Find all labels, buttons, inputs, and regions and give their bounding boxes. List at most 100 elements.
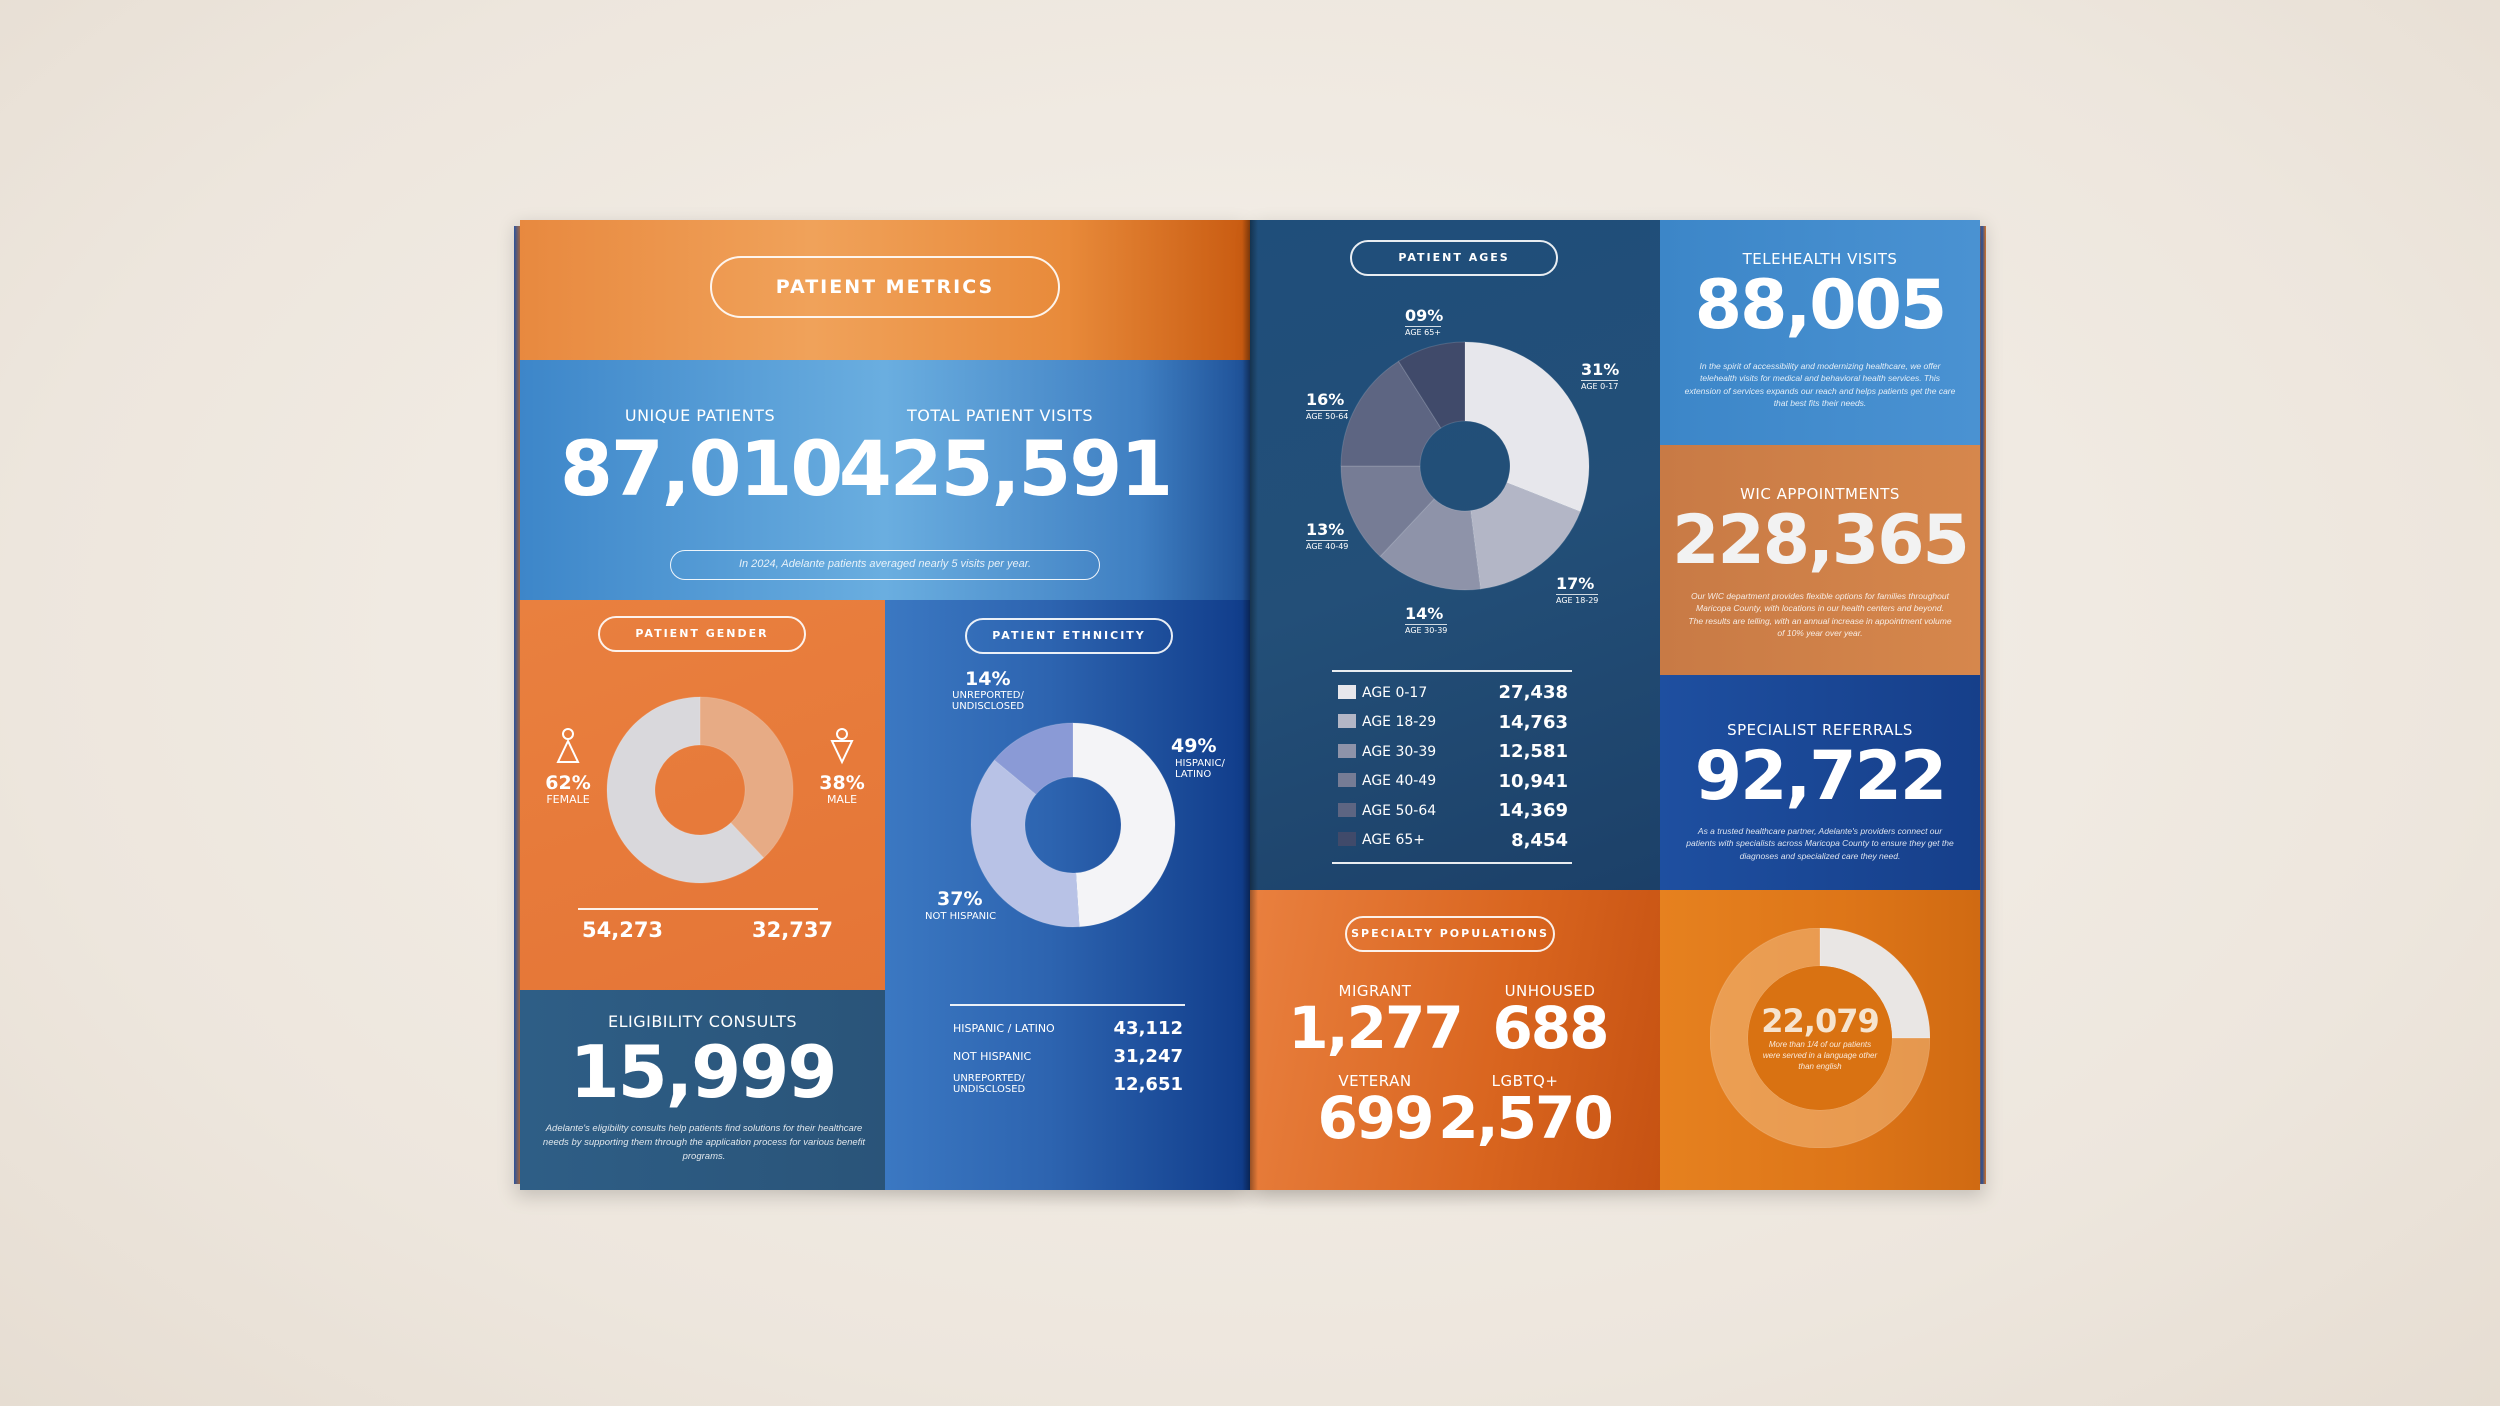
gender-title: PATIENT GENDER xyxy=(598,616,806,652)
gender-donut xyxy=(606,696,794,884)
gender-panel: PATIENT GENDER 62% FEMALE 38% MALE 54,27… xyxy=(520,600,885,990)
age-table-row: AGE 18-29 14,763 xyxy=(1338,712,1568,733)
language-note: More than 1/4 of our patients were serve… xyxy=(1762,1040,1878,1071)
ethnicity-row-label: NOT HISPANIC xyxy=(953,1050,1032,1063)
ethnicity-donut xyxy=(970,722,1176,928)
unique-patients-label: UNIQUE PATIENTS xyxy=(624,406,776,425)
ethnicity-slice-hispanic xyxy=(1072,722,1176,928)
ethnicity-callout-nothispanic-pct: 37% xyxy=(937,888,983,910)
ethnicity-panel: PATIENT ETHNICITY 49% HISPANIC/ LATINO 3… xyxy=(885,600,1250,1190)
ethnicity-row-value: 12,651 xyxy=(1113,1074,1183,1095)
unhoused-value: 688 xyxy=(1492,994,1609,1062)
eligibility-note: Adelante's eligibility consults help pat… xyxy=(542,1123,866,1162)
legend-swatch xyxy=(1338,714,1356,728)
male-icon xyxy=(830,728,854,765)
legend-swatch xyxy=(1338,773,1356,787)
age-callout-40-49-pct: 13% xyxy=(1306,520,1345,539)
gender-rule xyxy=(578,908,818,910)
referrals-panel: SPECIALIST REFERRALS 92,722 As a trusted… xyxy=(1660,675,1980,890)
ethnicity-row: UNREPORTED/ UNDISCLOSED 12,651 xyxy=(953,1073,1183,1095)
age-table-label: AGE 18-29 xyxy=(1338,714,1436,730)
migrant-label: MIGRANT xyxy=(1338,982,1412,1000)
age-table-value: 14,369 xyxy=(1498,800,1568,821)
age-slice-0-17 xyxy=(1464,341,1590,513)
ethnicity-row-value: 43,112 xyxy=(1113,1018,1183,1039)
right-page: PATIENT AGES 31% AGE 0-17 17% AGE 18-29 … xyxy=(1250,220,1980,1190)
age-table-row: AGE 50-64 14,369 xyxy=(1338,800,1568,821)
legend-swatch xyxy=(1338,832,1356,846)
total-visits-label: TOTAL PATIENT VISITS xyxy=(906,406,1094,425)
ethnicity-slice-unreported xyxy=(993,722,1074,796)
visits-note: In 2024, Adelante patients averaged near… xyxy=(670,550,1100,580)
totals-panel: UNIQUE PATIENTS 87,010 TOTAL PATIENT VIS… xyxy=(520,360,1250,600)
total-visits-value: 425,591 xyxy=(838,424,1173,513)
wic-panel: WIC APPOINTMENTS 228,365 Our WIC departm… xyxy=(1660,445,1980,675)
veteran-label: VETERAN xyxy=(1338,1072,1412,1090)
age-callout-50-64-label: AGE 50-64 xyxy=(1306,410,1349,421)
specialty-panel: SPECIALTY POPULATIONS MIGRANT 1,277 UNHO… xyxy=(1250,890,1660,1190)
age-callout-0-17-pct: 31% xyxy=(1581,360,1620,379)
age-table-label: AGE 30-39 xyxy=(1338,743,1436,760)
male-count: 32,737 xyxy=(752,918,834,942)
legend-swatch xyxy=(1338,743,1356,758)
age-table-row: AGE 40-49 10,941 xyxy=(1338,771,1568,792)
ethnicity-slice-not-hispanic xyxy=(970,759,1080,928)
age-callout-65-label: AGE 65+ xyxy=(1405,326,1442,337)
gender-slice-female xyxy=(606,696,765,884)
lgbtq-value: 2,570 xyxy=(1438,1084,1613,1152)
wic-value: 228,365 xyxy=(1672,501,1970,580)
telehealth-note: In the spirit of accessibility and moder… xyxy=(1684,361,1956,408)
female-pct: 62% xyxy=(545,772,591,794)
telehealth-value: 88,005 xyxy=(1694,266,1947,345)
eligibility-panel: ELIGIBILITY CONSULTS 15,999 Adelante's e… xyxy=(520,990,885,1190)
unique-patients-value: 87,010 xyxy=(560,424,843,513)
age-callout-30-39-pct: 14% xyxy=(1405,604,1444,623)
age-table-row: AGE 65+ 8,454 xyxy=(1338,830,1568,851)
age-callout-0-17-label: AGE 0-17 xyxy=(1581,380,1619,391)
ethnicity-callout-hispanic-label: HISPANIC/ LATINO xyxy=(1175,758,1225,780)
wic-label: WIC APPOINTMENTS xyxy=(1740,485,1900,503)
age-table-label: AGE 50-64 xyxy=(1338,802,1436,819)
ethnicity-callout-unreported-pct: 14% xyxy=(965,668,1011,690)
age-slice-30-39 xyxy=(1379,498,1482,591)
age-table-value: 14,763 xyxy=(1498,711,1568,733)
eligibility-value: 15,999 xyxy=(569,1030,838,1114)
age-callout-50-64-pct: 16% xyxy=(1306,390,1345,409)
ages-panel: PATIENT AGES 31% AGE 0-17 17% AGE 18-29 … xyxy=(1250,220,1660,890)
lgbtq-label: LGBTQ+ xyxy=(1491,1072,1559,1090)
age-table-row: AGE 0-17 27,438 xyxy=(1338,682,1568,703)
ethnicity-title: PATIENT ETHNICITY xyxy=(965,618,1173,654)
referrals-note: As a trusted healthcare partner, Adelant… xyxy=(1686,826,1954,861)
age-slice-40-49 xyxy=(1340,465,1435,558)
referrals-label: SPECIALIST REFERRALS xyxy=(1727,721,1913,739)
ethnicity-row-label: UNREPORTED/ UNDISCLOSED xyxy=(953,1073,1026,1095)
wic-note: Our WIC department provides flexible opt… xyxy=(1688,591,1952,638)
ethnicity-row-value: 31,247 xyxy=(1113,1046,1183,1067)
gender-slice-male xyxy=(699,696,794,859)
brochure-spread: PATIENT METRICS UNIQUE PATIENTS 87,010 T… xyxy=(514,220,1986,1190)
page-edge-right xyxy=(1978,226,1986,1184)
age-slice-65-plus xyxy=(1397,341,1466,429)
telehealth-label: TELEHEALTH VISITS xyxy=(1742,250,1898,268)
age-table-value: 27,438 xyxy=(1498,682,1568,703)
language-value: 22,079 xyxy=(1761,1002,1879,1040)
ethnicity-rule xyxy=(950,1004,1185,1006)
ages-rule-top xyxy=(1332,670,1572,672)
unhoused-label: UNHOUSED xyxy=(1504,982,1596,1000)
age-slice-18-29 xyxy=(1470,481,1581,590)
language-slice-rest xyxy=(1710,928,1930,1148)
specialty-title: SPECIALTY POPULATIONS xyxy=(1345,916,1555,952)
age-callout-65-pct: 09% xyxy=(1405,306,1444,325)
ages-donut xyxy=(1340,341,1590,591)
left-page: PATIENT METRICS UNIQUE PATIENTS 87,010 T… xyxy=(520,220,1250,1190)
age-table-label: AGE 65+ xyxy=(1338,832,1425,848)
telehealth-panel: TELEHEALTH VISITS 88,005 In the spirit o… xyxy=(1660,220,1980,445)
language-donut-center xyxy=(1748,966,1892,1110)
age-table-label: AGE 40-49 xyxy=(1338,773,1436,789)
legend-swatch xyxy=(1338,684,1356,699)
page-edge-left xyxy=(514,226,522,1184)
female-count: 54,273 xyxy=(582,918,664,942)
spine-shadow xyxy=(1242,220,1258,1190)
language-panel: 22,079 More than 1/4 of our patients wer… xyxy=(1660,890,1980,1190)
age-table-label: AGE 0-17 xyxy=(1338,684,1427,701)
